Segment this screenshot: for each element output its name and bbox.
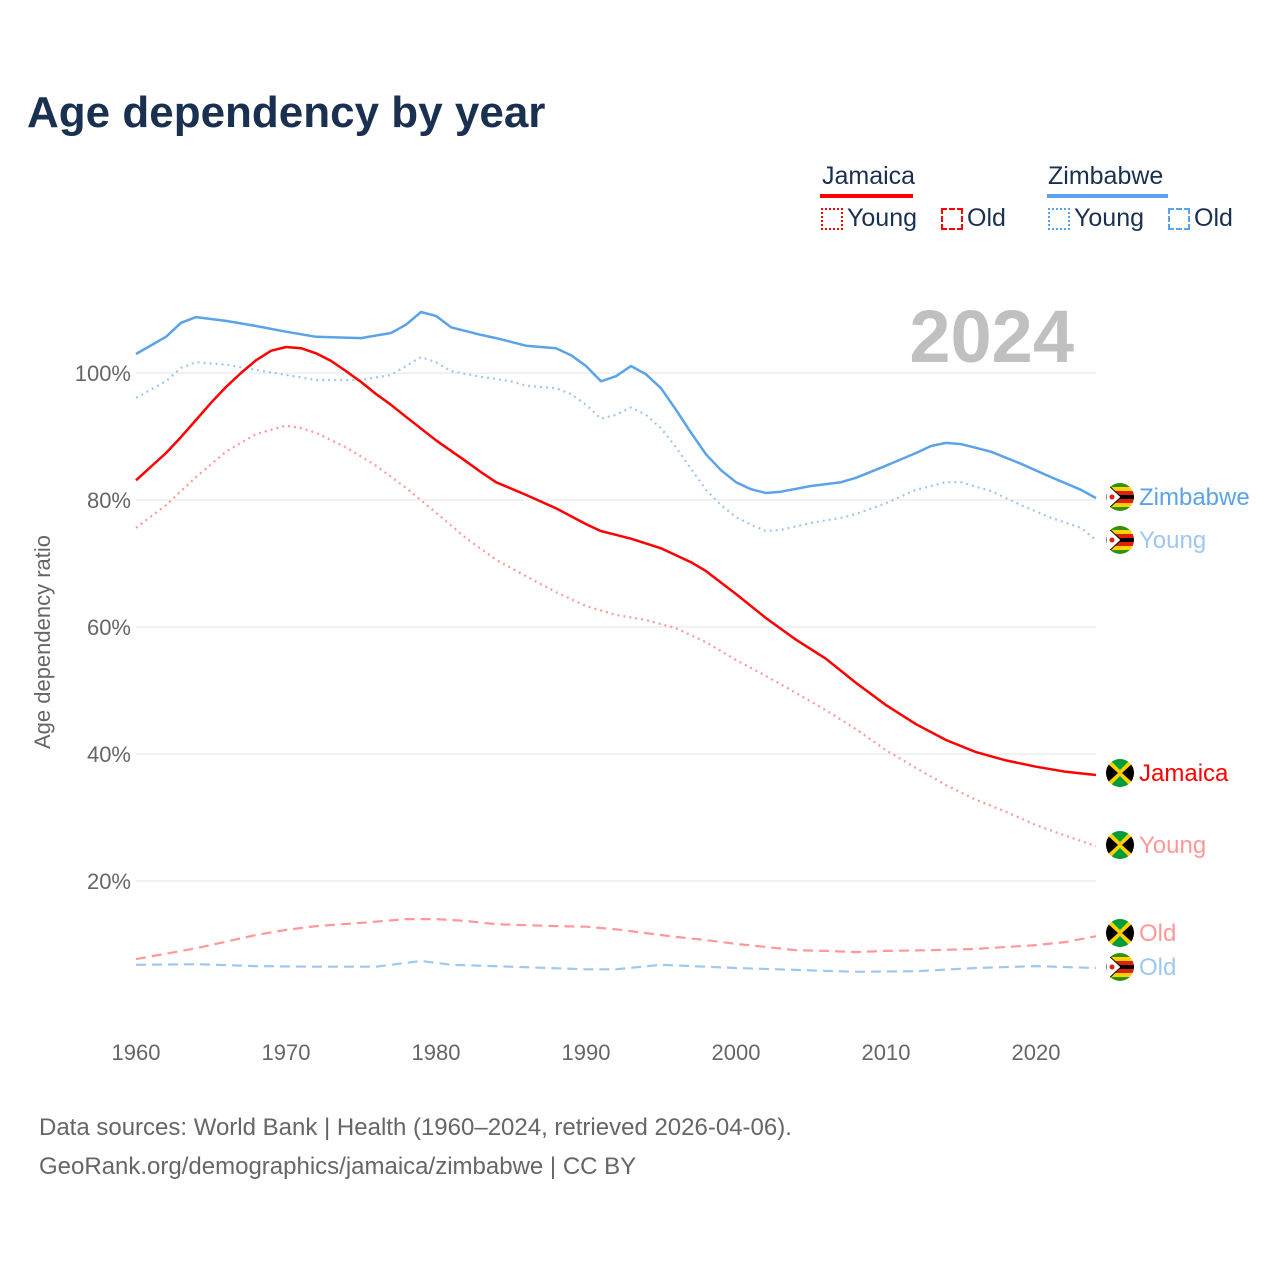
legend-zimbabwe-old[interactable]: Old [1168, 204, 1233, 233]
legend-zimbabwe-young[interactable]: Young [1048, 204, 1144, 233]
legend-jamaica-young[interactable]: Young [821, 204, 917, 233]
end-label: Young [1139, 527, 1206, 554]
x-tick-label: 1960 [112, 1040, 161, 1065]
x-tick-label: 2000 [712, 1040, 761, 1065]
jamaica-flag-icon [1106, 759, 1134, 787]
legend-jamaica-old[interactable]: Old [941, 204, 1006, 233]
legend-label: Old [967, 204, 1006, 232]
y-tick-label: 40% [87, 742, 131, 767]
x-tick-label: 2020 [1012, 1040, 1061, 1065]
y-tick-label: 100% [75, 361, 131, 386]
x-tick-label: 2010 [862, 1040, 911, 1065]
dashed-swatch-icon [941, 207, 963, 230]
series-line-zimbabwe-young [135, 356, 1097, 541]
y-tick-label: 20% [87, 869, 131, 894]
zimbabwe-flag-icon [1106, 953, 1134, 981]
dashed-swatch-icon [1168, 207, 1190, 230]
y-tick-label: 80% [87, 488, 131, 513]
end-label: Jamaica [1139, 760, 1229, 787]
zimbabwe-flag-icon [1106, 483, 1134, 511]
chart-title: Age dependency by year [27, 88, 546, 137]
legend-jamaica[interactable]: Jamaica [822, 162, 916, 190]
jamaica-flag-icon [1106, 919, 1134, 947]
footer: Data sources: World Bank | Health (1960–… [39, 1108, 792, 1186]
y-axis-label: Age dependency ratio [30, 535, 55, 749]
x-tick-label: 1980 [412, 1040, 461, 1065]
data-source-note: Data sources: World Bank | Health (1960–… [39, 1114, 792, 1141]
source-link[interactable]: GeoRank.org/demographics/jamaica/zimbabw… [39, 1153, 637, 1180]
end-label: Zimbabwe [1139, 484, 1250, 511]
zimbabwe-flag-icon [1106, 526, 1134, 554]
legend-label: Young [847, 204, 917, 232]
legend-zimbabwe[interactable]: Zimbabwe [1048, 162, 1164, 190]
end-label: Young [1139, 832, 1206, 859]
series-line-jamaica [135, 345, 1097, 777]
legend-jamaica-underline [820, 194, 913, 198]
series-line-zimbabwe-old [135, 959, 1097, 973]
legend-zimbabwe-underline [1047, 194, 1168, 198]
series-line-jamaica-young [135, 424, 1097, 848]
end-label: Old [1139, 920, 1176, 947]
end-label: Old [1139, 954, 1176, 981]
x-tick-label: 1990 [562, 1040, 611, 1065]
x-tick-label: 1970 [262, 1040, 311, 1065]
year-label: 2024 [909, 295, 1074, 378]
y-tick-label: 60% [87, 615, 131, 640]
dotted-swatch-icon [1048, 207, 1070, 230]
series-line-zimbabwe [135, 310, 1097, 500]
jamaica-flag-icon [1106, 831, 1134, 859]
dotted-swatch-icon [821, 207, 843, 230]
legend-label: Young [1074, 204, 1144, 232]
series-line-jamaica-old [135, 918, 1097, 961]
legend-label: Old [1194, 204, 1233, 232]
